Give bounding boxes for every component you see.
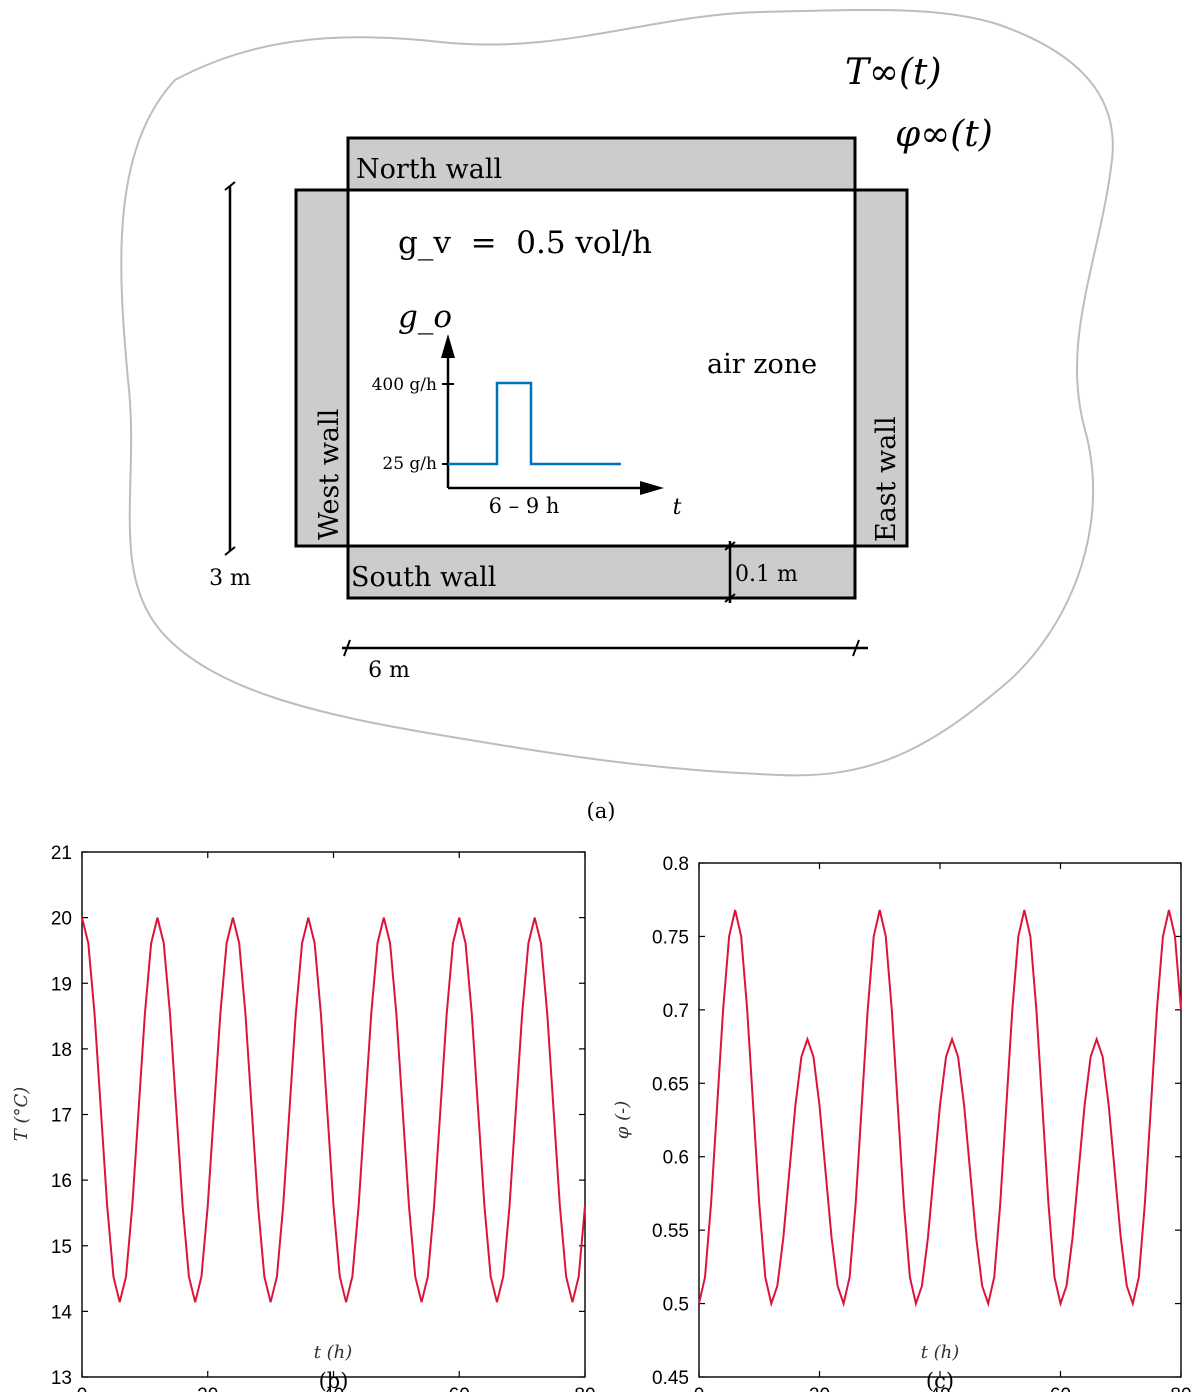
humidity-ytick-label: 0.75 <box>652 927 689 948</box>
east-wall <box>853 188 909 548</box>
source-profile <box>448 381 621 466</box>
temperature-ytick-label: 15 <box>51 1237 72 1258</box>
height-dim-tick-bottom <box>224 546 236 556</box>
temperature-plot-frame <box>81 851 586 1378</box>
humidity-ytick-label: 0.45 <box>652 1368 689 1389</box>
humidity-xtick-label: 20 <box>809 1385 830 1392</box>
humidity-caption: (c) <box>926 1369 954 1392</box>
caption-a: (a) <box>587 799 616 823</box>
temperature-chart: 0 20 40 60 80 13 14 15 16 17 18 19 20 21 t (h) T (°C)… <box>11 843 596 1392</box>
temperature-xtick-label: 20 <box>197 1385 218 1392</box>
humidity-ytick-label: 0.6 <box>663 1148 689 1169</box>
width-dimension: 6 m <box>342 639 868 683</box>
source-y-arrow <box>441 334 455 358</box>
ambient-humidity: φ∞(t) <box>895 114 993 155</box>
width-dim-tick-left <box>343 639 351 657</box>
humidity-ylabel: φ (-) <box>612 1101 633 1139</box>
humidity-ytick-label: 0.65 <box>652 1074 689 1095</box>
temperature-ylabel: T (°C) <box>11 1087 32 1142</box>
air-zone-label: air zone <box>707 349 817 380</box>
temperature-ytick-label: 20 <box>51 909 72 930</box>
height-dimension: 3 m <box>209 181 251 591</box>
temperature-series-line <box>81 917 586 1303</box>
humidity-ytick-label: 0.8 <box>663 854 689 875</box>
thickness-dim-tick-bottom <box>724 593 736 603</box>
temperature-xtick-label: 40 <box>323 1385 344 1392</box>
source-schedule-plot: 400 g/h 25 g/h 6 – 9 h t <box>372 334 682 520</box>
temperature-ytick-label: 16 <box>51 1171 72 1192</box>
height-dim-tick-top <box>224 181 236 191</box>
temperature-xtick-label: 0 <box>77 1385 88 1392</box>
east-wall-label: East wall <box>871 416 902 542</box>
temperature-xtick-label: 60 <box>449 1385 470 1392</box>
humidity-ytick-label: 0.5 <box>663 1295 689 1316</box>
source-label: g_o <box>398 299 452 335</box>
source-low-label: 25 g/h <box>382 454 437 474</box>
humidity-xtick-label: 60 <box>1050 1385 1071 1392</box>
temperature-ytick-label: 17 <box>51 1106 72 1127</box>
north-wall-label: North wall <box>356 154 502 185</box>
humidity-ticks: 0 20 40 60 80 0.45 0.5 0.55 0.6 0.65 0.7 0.75 0.8 <box>652 854 1192 1392</box>
source-x-arrow <box>640 481 664 495</box>
thickness-dim-tick-top <box>724 541 736 551</box>
thickness-dim-label: 0.1 m <box>735 562 798 587</box>
source-interval-label: 6 – 9 h <box>489 494 560 518</box>
ambient-temperature: T∞(t) <box>845 52 942 93</box>
temperature-ytick-label: 18 <box>51 1040 72 1061</box>
diagram-panel: T∞(t) φ∞(t) North wall South wall West w… <box>120 8 1114 823</box>
height-dim-label: 3 m <box>209 566 251 591</box>
ambient-boundary <box>120 8 1114 777</box>
humidity-xtick-label: 80 <box>1170 1385 1191 1392</box>
humidity-ytick-label: 0.55 <box>652 1221 689 1242</box>
temperature-xtick-label: 80 <box>574 1385 595 1392</box>
source-time-label: t <box>673 495 682 520</box>
temperature-caption: (b) <box>319 1369 349 1392</box>
ventilation-rate: g_v = 0.5 vol/h <box>398 225 652 261</box>
temperature-xlabel: t (h) <box>314 1342 353 1363</box>
thickness-dimension: 0.1 m <box>724 541 798 603</box>
humidity-ytick-label: 0.7 <box>663 1001 689 1022</box>
temperature-ytick-label: 21 <box>51 843 72 864</box>
width-dim-label: 6 m <box>368 658 410 683</box>
south-wall-label: South wall <box>351 562 496 593</box>
humidity-xtick-label: 0 <box>694 1385 705 1392</box>
south-wall <box>346 544 857 600</box>
temperature-ytick-label: 19 <box>51 974 72 995</box>
humidity-chart: 0 20 40 60 80 0.45 0.5 0.55 0.6 0.65 0.7 0.75 0.8 t … <box>612 854 1192 1392</box>
humidity-xlabel: t (h) <box>921 1342 960 1363</box>
source-high-label: 400 g/h <box>372 375 437 395</box>
air-zone <box>346 188 857 548</box>
temperature-ticks: 0 20 40 60 80 13 14 15 16 17 18 19 20 21 <box>51 843 596 1392</box>
west-wall-label: West wall <box>314 409 345 540</box>
humidity-series-line <box>698 909 1182 1308</box>
temperature-ytick-label: 13 <box>51 1368 72 1389</box>
humidity-xtick-label: 40 <box>929 1385 950 1392</box>
width-dim-tick-right <box>852 639 860 657</box>
temperature-ytick-label: 14 <box>51 1302 73 1323</box>
west-wall <box>294 188 350 548</box>
